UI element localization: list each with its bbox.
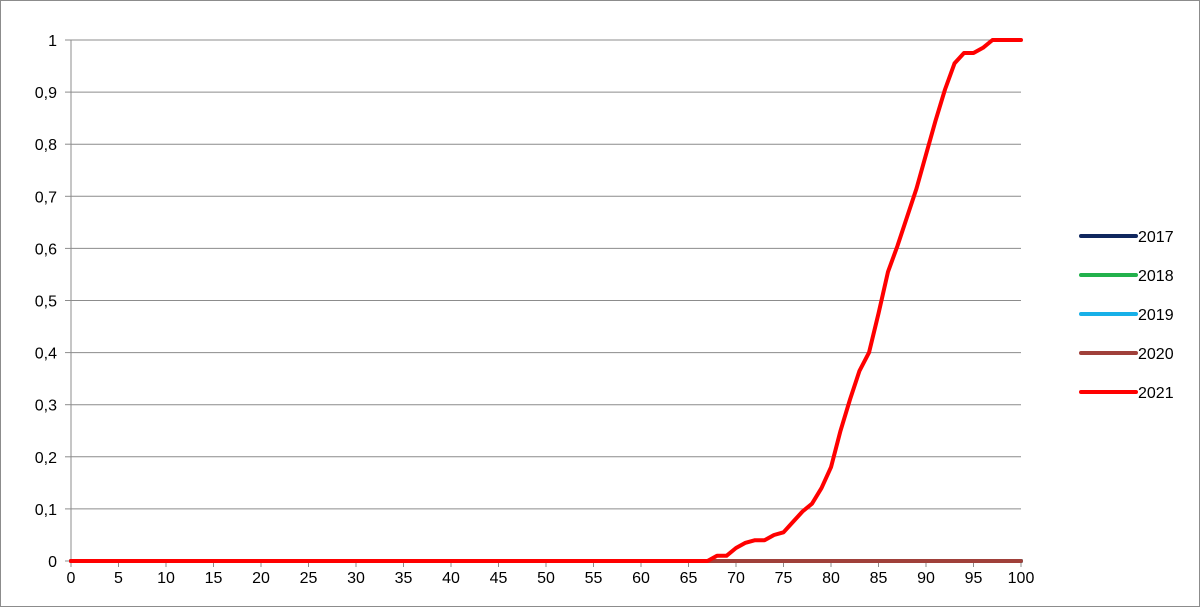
x-tick-label: 50: [537, 570, 555, 587]
y-tick-label: 0,8: [35, 137, 57, 154]
x-tick-label: 15: [205, 570, 223, 587]
x-tick-label: 35: [395, 570, 413, 587]
x-tick-label: 90: [917, 570, 935, 587]
y-tick-label: 0,3: [35, 398, 57, 415]
legend-label-2021: 2021: [1138, 385, 1174, 402]
legend-label-2020: 2020: [1138, 346, 1174, 363]
x-tick-label: 95: [965, 570, 983, 587]
x-tick-label: 20: [252, 570, 270, 587]
y-tick-label: 0: [48, 554, 57, 571]
x-tick-label: 40: [442, 570, 460, 587]
y-tick-label: 1: [48, 33, 57, 50]
x-tick-label: 55: [585, 570, 603, 587]
x-tick-label: 75: [775, 570, 793, 587]
y-tick-label: 0,2: [35, 450, 57, 467]
y-tick-label: 0,7: [35, 189, 57, 206]
y-tick-label: 0,9: [35, 85, 57, 102]
x-tick-label: 10: [157, 570, 175, 587]
x-tick-label: 70: [727, 570, 745, 587]
y-tick-label: 0,1: [35, 502, 57, 519]
x-tick-label: 60: [632, 570, 650, 587]
legend-label-2017: 2017: [1138, 229, 1174, 246]
x-tick-label: 65: [680, 570, 698, 587]
gridlines: [71, 39, 1021, 510]
x-tick-label: 85: [870, 570, 888, 587]
axes: 00,10,20,30,40,50,60,70,80,910 5 10 15 20 25 3…: [35, 33, 1035, 587]
x-tick-label: 100: [1008, 570, 1035, 587]
x-tick-label: 30: [347, 570, 365, 587]
legend-label-2019: 2019: [1138, 307, 1174, 324]
series-lines: [69, 38, 1023, 563]
y-tick-label: 0,5: [35, 294, 57, 311]
legend: 2017 2018 2019 2020 2021: [1079, 229, 1174, 402]
x-tick-label: 80: [822, 570, 840, 587]
x-tick-label: 45: [490, 570, 508, 587]
y-tick-label: 0,6: [35, 241, 57, 258]
series-line-2021: [69, 38, 1023, 563]
legend-label-2018: 2018: [1138, 268, 1174, 285]
x-tick-label: 5: [114, 570, 123, 587]
x-tick-label: 25: [300, 570, 318, 587]
x-tick-label: 0: [67, 570, 76, 587]
y-tick-label: 0,4: [35, 346, 57, 363]
